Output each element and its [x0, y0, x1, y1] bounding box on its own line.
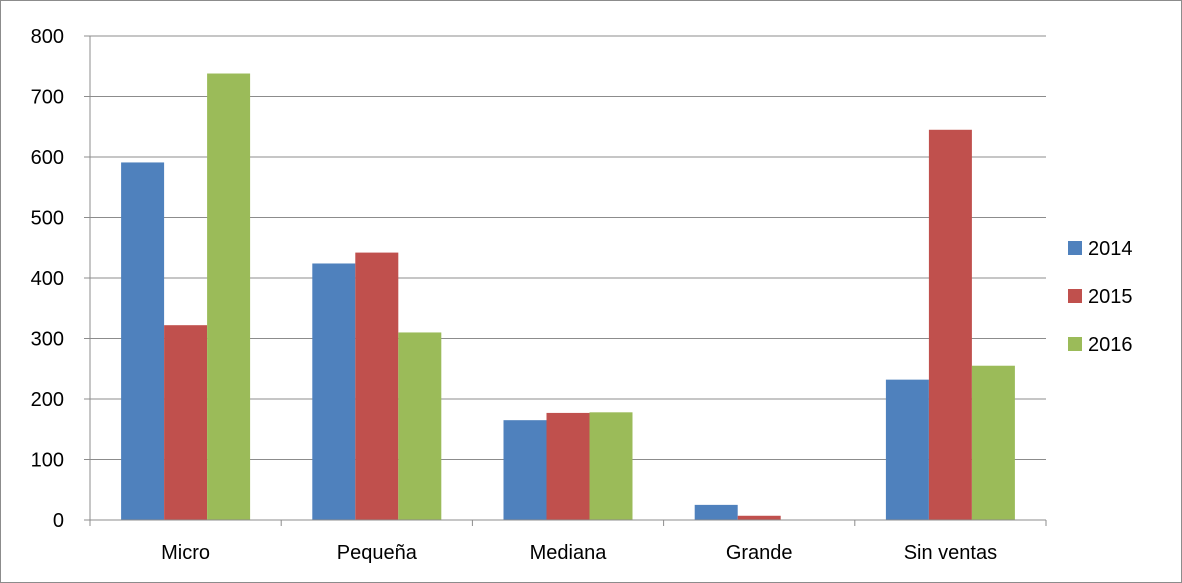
bar-2015-3	[737, 515, 781, 520]
bar-2015-1	[355, 252, 399, 520]
legend-label: 2016	[1088, 334, 1133, 356]
y-tick-label: 400	[31, 268, 64, 290]
y-tick-label: 200	[31, 389, 64, 411]
x-category-label: Mediana	[530, 542, 608, 564]
bar-2015-2	[546, 412, 590, 520]
y-tick-label: 600	[31, 147, 64, 169]
legend-swatch-2015	[1068, 289, 1082, 303]
bar-2016-1	[398, 332, 442, 520]
legend-swatch-2016	[1068, 337, 1082, 351]
x-category-label: Pequeña	[337, 542, 418, 564]
y-tick-label: 300	[31, 329, 64, 351]
y-tick-label: 700	[31, 87, 64, 109]
bar-2014-4	[885, 379, 929, 520]
bar-2014-3	[694, 504, 738, 520]
legend-swatch-2014	[1068, 241, 1082, 255]
bar-2014-1	[312, 263, 356, 520]
x-axis: Micro Pequeña Mediana Grande Sin ventas	[89, 519, 1047, 564]
x-category-label: Micro	[161, 542, 210, 564]
bar-2015-0	[164, 325, 208, 520]
bar-2016-2	[589, 412, 633, 520]
bar-2016-4	[971, 365, 1015, 520]
y-tick-label: 500	[31, 208, 64, 230]
bar-2016-0	[207, 73, 251, 520]
x-category-label: Grande	[726, 542, 793, 564]
y-tick-label: 800	[31, 26, 64, 48]
bar-2014-0	[121, 162, 165, 520]
x-category-label: Sin ventas	[904, 542, 997, 564]
bar-2014-2	[503, 420, 547, 520]
y-tick-label: 100	[31, 450, 64, 472]
legend-label: 2015	[1088, 286, 1133, 308]
bars	[121, 73, 1015, 520]
y-tick-label: 0	[53, 510, 64, 532]
legend: 2014 2015 2016	[1068, 238, 1133, 356]
bar-2015-4	[928, 129, 972, 520]
y-axis: 0 100 200 300 400 500 600 700 800	[31, 26, 91, 532]
legend-label: 2014	[1088, 238, 1133, 260]
